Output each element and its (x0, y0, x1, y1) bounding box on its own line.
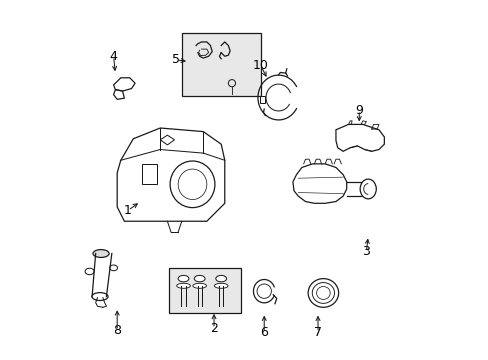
Text: 10: 10 (252, 59, 268, 72)
Text: 3: 3 (362, 245, 369, 258)
Text: 9: 9 (355, 104, 363, 117)
Bar (169, 268, 241, 313)
Text: 2: 2 (210, 322, 218, 335)
Text: 6: 6 (260, 326, 267, 339)
Ellipse shape (192, 283, 206, 288)
Ellipse shape (194, 275, 204, 282)
Text: 1: 1 (124, 204, 132, 217)
Ellipse shape (214, 283, 227, 288)
Ellipse shape (176, 283, 190, 288)
Bar (182, 33, 260, 96)
Ellipse shape (215, 275, 226, 282)
Text: 4: 4 (109, 50, 117, 63)
Ellipse shape (93, 249, 109, 257)
Text: 8: 8 (113, 324, 121, 337)
Ellipse shape (178, 275, 188, 282)
Text: 5: 5 (172, 53, 180, 66)
Text: 7: 7 (313, 326, 322, 339)
